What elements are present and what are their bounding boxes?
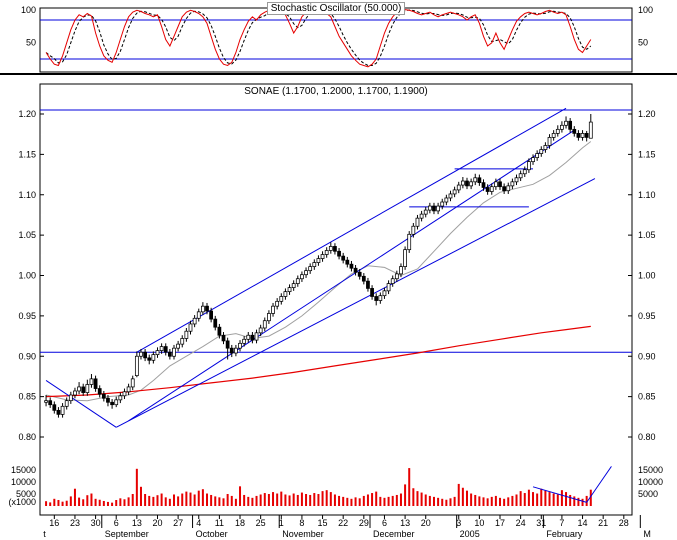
svg-text:13: 13 — [132, 518, 142, 528]
svg-text:25: 25 — [256, 518, 266, 528]
svg-text:1.15: 1.15 — [18, 149, 36, 159]
svg-text:0.95: 0.95 — [18, 311, 36, 321]
svg-text:22: 22 — [338, 518, 348, 528]
svg-text:0.80: 0.80 — [638, 432, 656, 442]
svg-text:0.95: 0.95 — [638, 311, 656, 321]
svg-text:100: 100 — [21, 5, 36, 15]
svg-text:13: 13 — [400, 518, 410, 528]
stochastic-k-line — [45, 9, 592, 68]
svg-text:15000: 15000 — [11, 465, 36, 475]
svg-text:February: February — [546, 529, 583, 539]
svg-text:27: 27 — [173, 518, 183, 528]
svg-text:30: 30 — [91, 518, 101, 528]
svg-text:50: 50 — [638, 38, 648, 48]
volume-bars — [45, 468, 592, 506]
svg-text:8: 8 — [299, 518, 304, 528]
svg-text:1.10: 1.10 — [18, 190, 36, 200]
svg-text:31: 31 — [536, 518, 546, 528]
svg-text:15: 15 — [318, 518, 328, 528]
panel-frames — [0, 7, 677, 516]
svg-text:16: 16 — [49, 518, 59, 528]
svg-text:10000: 10000 — [638, 477, 663, 487]
svg-text:1.20: 1.20 — [18, 109, 36, 119]
svg-text:23: 23 — [70, 518, 80, 528]
svg-text:1: 1 — [279, 518, 284, 528]
svg-text:10: 10 — [474, 518, 484, 528]
svg-text:1.00: 1.00 — [638, 271, 656, 281]
price-panel-title[interactable]: SONAE (1.1700, 1.2000, 1.1700, 1.1900) — [40, 86, 632, 97]
svg-text:20: 20 — [152, 518, 162, 528]
svg-text:M: M — [643, 529, 651, 539]
svg-text:17: 17 — [495, 518, 505, 528]
svg-text:28: 28 — [619, 518, 629, 528]
svg-text:0.90: 0.90 — [18, 351, 36, 361]
svg-text:0.85: 0.85 — [18, 392, 36, 402]
svg-text:1.15: 1.15 — [638, 149, 656, 159]
svg-text:0.85: 0.85 — [638, 392, 656, 402]
svg-text:10000: 10000 — [11, 477, 36, 487]
volume-trendlines[interactable] — [532, 466, 612, 503]
svg-text:1.05: 1.05 — [638, 230, 656, 240]
svg-text:29: 29 — [359, 518, 369, 528]
svg-text:1.05: 1.05 — [18, 230, 36, 240]
svg-text:11: 11 — [215, 518, 224, 528]
svg-text:0.80: 0.80 — [18, 432, 36, 442]
svg-text:5000: 5000 — [16, 489, 36, 499]
svg-text:6: 6 — [382, 518, 387, 528]
svg-text:15000: 15000 — [638, 465, 663, 475]
svg-text:21: 21 — [598, 518, 608, 528]
svg-text:0.90: 0.90 — [638, 351, 656, 361]
svg-text:October: October — [196, 529, 228, 539]
x-axis-labels: 16 23 30 6 13 20 27 4 11 18 25 1 8 15 22 29 6 13 20 3 10 17 24… — [43, 515, 651, 539]
svg-text:1.10: 1.10 — [638, 190, 656, 200]
price-title-text[interactable]: SONAE (1.1700, 1.2000, 1.1700, 1.1900) — [241, 86, 431, 97]
svg-text:6: 6 — [114, 518, 119, 528]
svg-text:5000: 5000 — [638, 489, 658, 499]
svg-text:24: 24 — [516, 518, 526, 528]
candlestick-series — [44, 114, 593, 418]
svg-text:November: November — [282, 529, 324, 539]
svg-text:(x1000: (x1000 — [8, 497, 36, 507]
svg-text:1.20: 1.20 — [638, 109, 656, 119]
price-hlines — [40, 109, 632, 353]
svg-text:September: September — [105, 529, 149, 539]
svg-text:50: 50 — [26, 38, 36, 48]
svg-text:3: 3 — [456, 518, 461, 528]
svg-text:t: t — [43, 529, 46, 539]
svg-text:7: 7 — [559, 518, 564, 528]
svg-text:20: 20 — [421, 518, 431, 528]
svg-text:14: 14 — [578, 518, 588, 528]
stochastic-title-text[interactable]: Stochastic Oscillator (50.000) — [266, 2, 406, 15]
svg-text:December: December — [373, 529, 415, 539]
stochastic-panel — [40, 19, 632, 60]
svg-text:18: 18 — [235, 518, 245, 528]
svg-text:4: 4 — [196, 518, 201, 528]
moving-averages — [45, 141, 592, 402]
stochastic-panel-title[interactable]: Stochastic Oscillator (50.000) — [40, 2, 632, 15]
svg-text:1.00: 1.00 — [18, 271, 36, 281]
trendlines[interactable] — [45, 107, 596, 428]
svg-text:100: 100 — [638, 5, 653, 15]
y-axis-labels: 100 100 50 50 1.20 1.20 1.15 1.15 1.10 1.10 1.05 1.… — [8, 5, 663, 507]
svg-text:2005: 2005 — [460, 529, 480, 539]
